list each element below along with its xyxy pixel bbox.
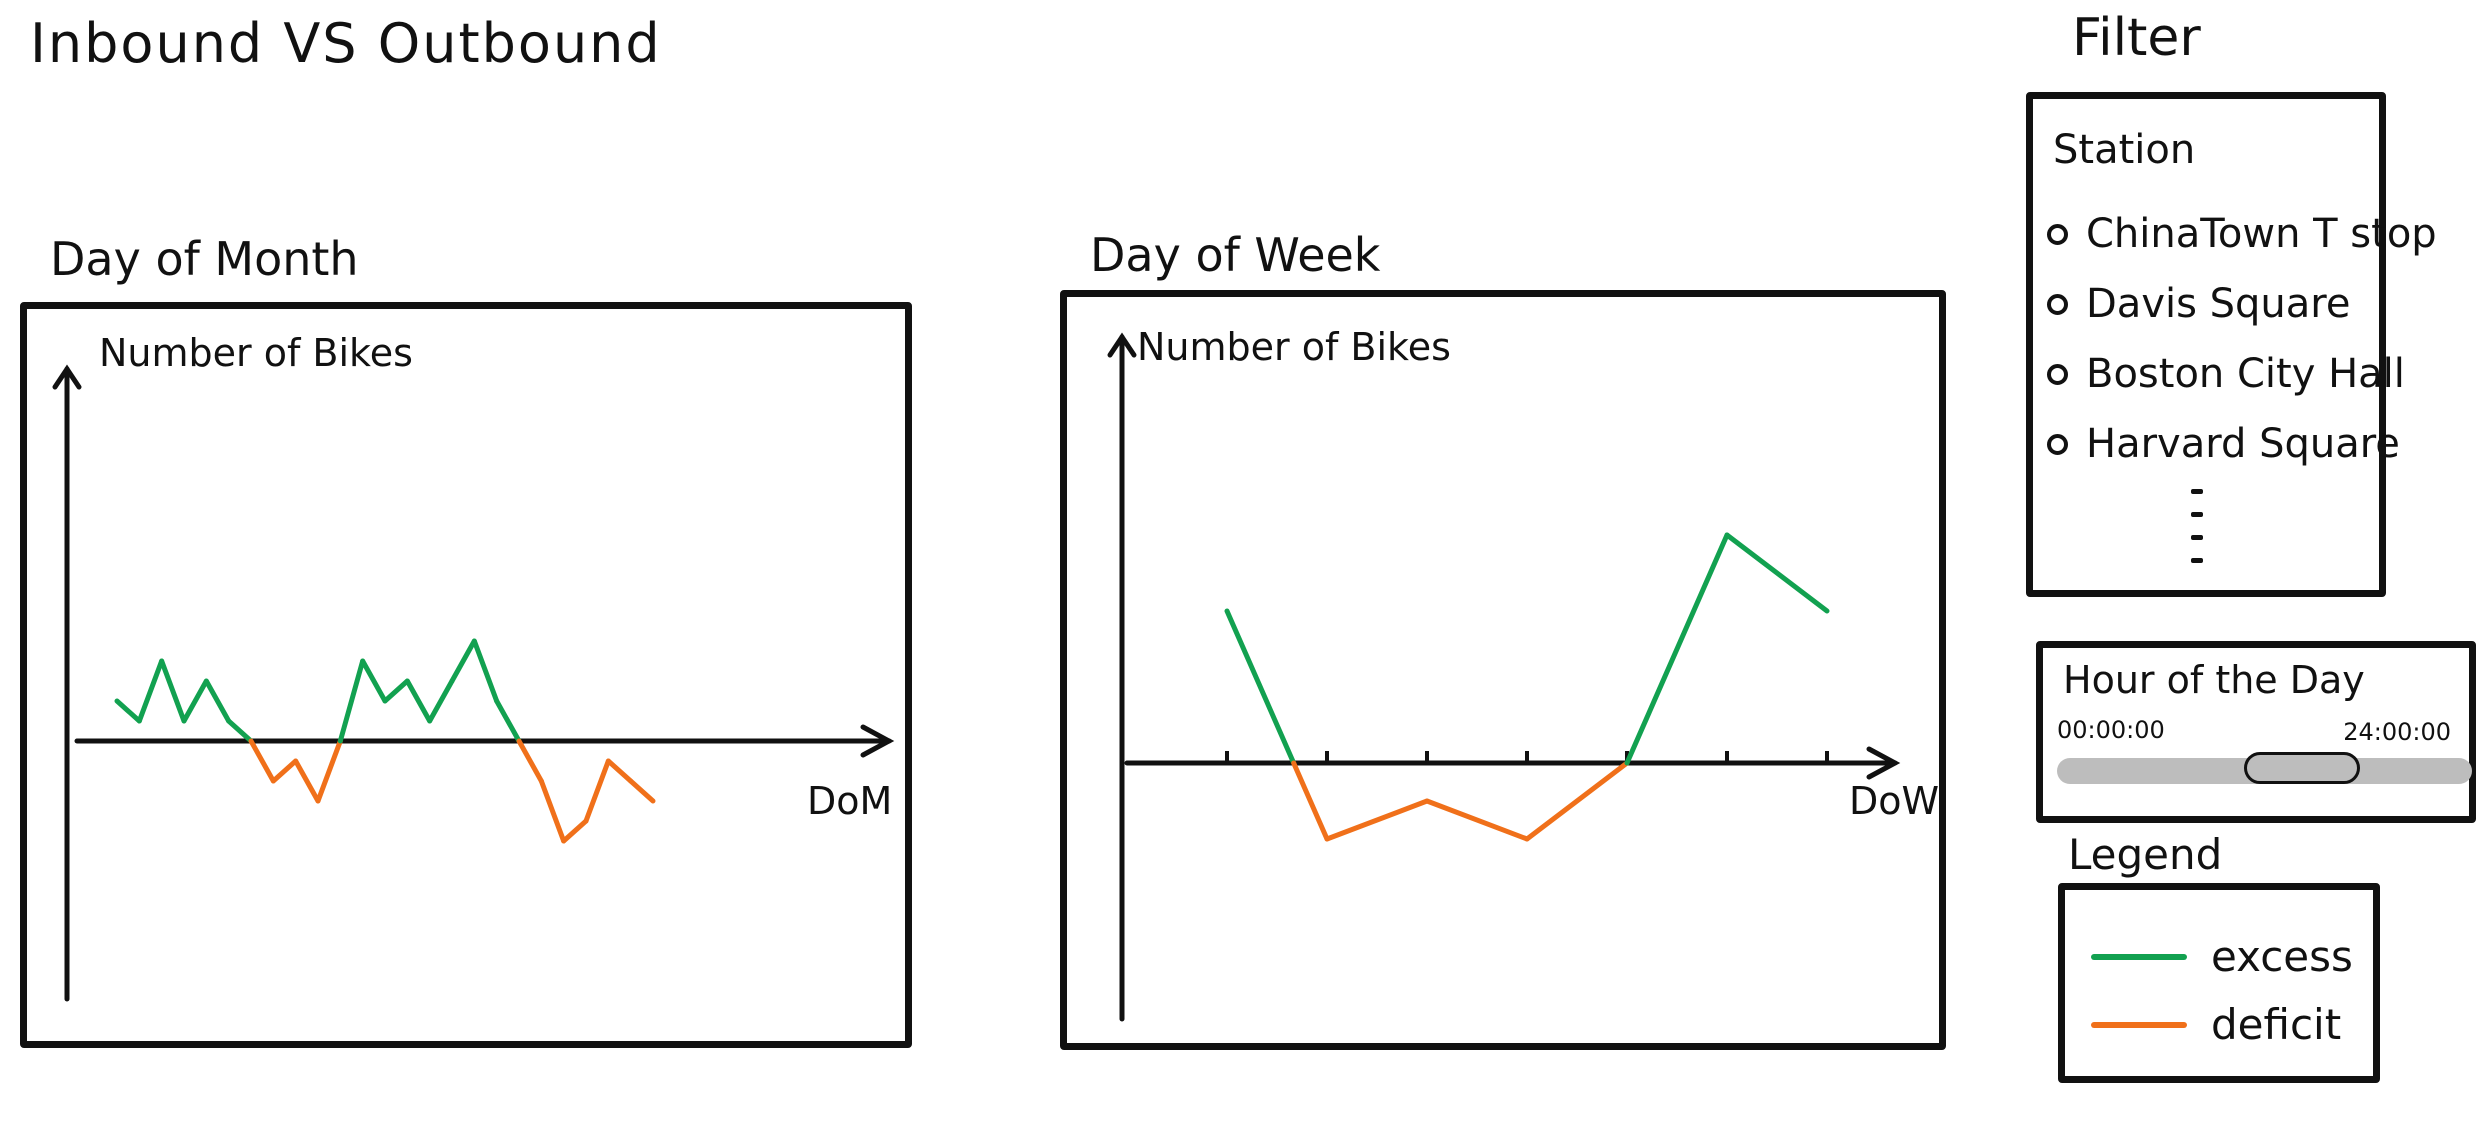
excess-line-segment [471,638,500,704]
x-axis-label: DoM [807,779,893,823]
legend-label: deficit [2211,1000,2342,1049]
hour-filter-panel: Hour of the Day 00:00:00 24:00:00 [2036,641,2476,823]
chart-day-of-week [1107,332,1901,1022]
deficit-line-segment [315,738,343,804]
radio-icon[interactable] [2047,223,2068,245]
deficit-line-segment [516,738,544,784]
filter-title: Filter [2072,8,2201,68]
station-option-davis[interactable]: Davis Square [2047,269,2437,339]
x-axis-arrow-icon [860,724,895,758]
hour-end-label: 24:00:00 [2343,718,2451,746]
legend-label: excess [2211,932,2353,981]
station-option-city-hall[interactable]: Boston City Hall [2047,339,2437,409]
y-axis-label: Number of Bikes [99,331,413,375]
excess-line-segment [404,678,433,724]
deficit-line-segment [1291,760,1330,842]
radio-icon[interactable] [2047,293,2068,315]
more-options-ellipsis-icon[interactable] [2191,489,2205,581]
deficit-line-segment [583,758,611,824]
excess-line-segment [427,678,455,724]
excess-line-segment [494,698,522,744]
excess-line-segment [1624,532,1730,766]
hour-filter-label: Hour of the Day [2063,658,2365,702]
chart-panel-day-of-week: Number of Bikes DoW [1060,290,1946,1050]
excess-line-segment [114,698,142,724]
station-option-label: Davis Square [2086,281,2351,327]
station-list: ChinaTown T stop Davis Square Boston Cit… [2047,199,2437,479]
excess-line-segment [181,678,209,724]
x-axis-label: DoW [1849,779,1940,823]
hour-range-slider-handle[interactable] [2243,752,2360,784]
station-option-label: ChinaTown T stop [2086,211,2437,257]
station-option-label: Harvard Square [2086,421,2400,467]
station-filter-label: Station [2053,127,2196,173]
excess-line-segment [226,718,254,744]
deficit-line-segment [538,778,567,844]
hour-start-label: 00:00:00 [2057,716,2165,744]
excess-line-segment [159,658,187,724]
deficit-line-segment [605,758,634,784]
excess-line-segment [136,658,165,724]
legend-title: Legend [2068,830,2223,879]
deficit-line-segment [1424,798,1530,842]
legend-panel: excess deficit [2058,883,2380,1083]
y-axis-arrow-icon [52,364,82,390]
legend-swatch-deficit [2091,1021,2187,1028]
excess-line-segment [449,638,477,684]
excess-line-segment [337,658,366,744]
station-option-harvard[interactable]: Harvard Square [2047,409,2437,479]
excess-line-segment [1224,608,1297,766]
y-axis-label: Number of Bikes [1137,325,1451,369]
excess-line-segment [1724,532,1830,614]
chart-panel-day-of-month: Number of Bikes DoM [20,302,912,1048]
legend-swatch-excess [2091,953,2187,960]
deficit-line-segment [561,818,589,844]
excess-line-segment [360,658,388,704]
deficit-line-segment [1524,760,1630,842]
deficit-line-segment [628,778,656,804]
chart-title-day-of-month: Day of Month [50,232,359,286]
deficit-line-segment [293,758,321,804]
y-axis-arrow-icon [1107,332,1137,358]
legend-item-excess: excess [2091,932,2353,981]
chart-day-of-month [52,364,895,1002]
deficit-line-segment [248,738,276,784]
excess-line-segment [203,678,232,724]
x-axis-arrow-icon [1866,746,1901,780]
station-option-label: Boston City Hall [2086,351,2405,397]
station-option-chinatown[interactable]: ChinaTown T stop [2047,199,2437,269]
radio-icon[interactable] [2047,433,2068,455]
station-filter-panel: Station ChinaTown T stop Davis Square Bo… [2026,92,2437,597]
deficit-line-segment [1324,798,1430,842]
chart-title-day-of-week: Day of Week [1090,228,1381,282]
deficit-line-segment [270,758,299,784]
radio-icon[interactable] [2047,363,2068,385]
page-title: Inbound VS Outbound [30,12,662,75]
legend-item-deficit: deficit [2091,1000,2341,1049]
excess-line-segment [382,678,410,704]
